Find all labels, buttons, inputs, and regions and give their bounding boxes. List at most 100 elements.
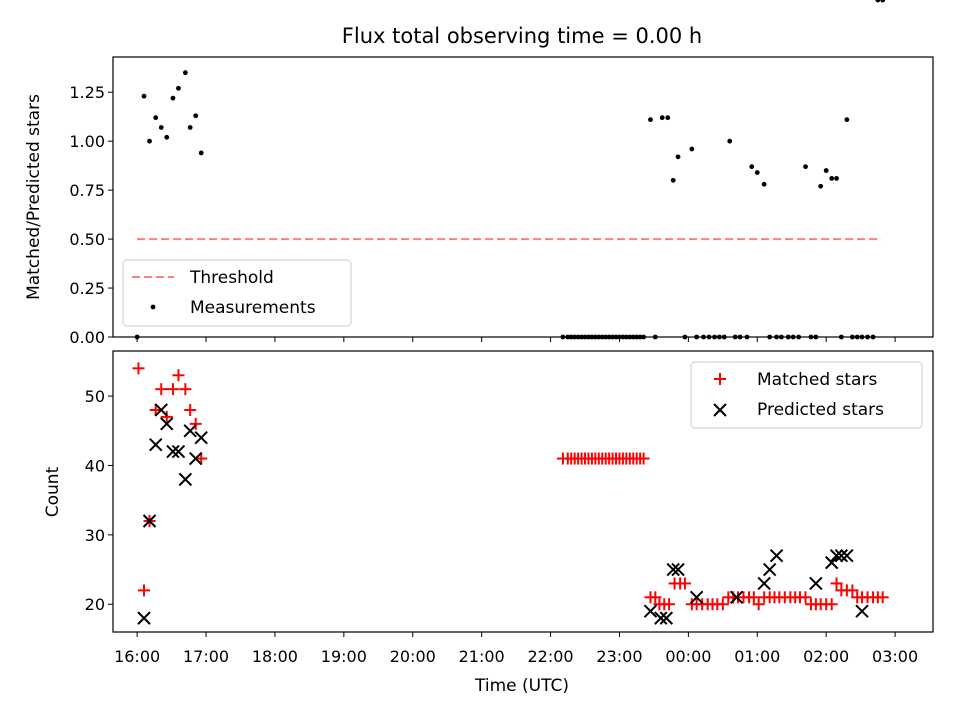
matched-star-point (160, 410, 173, 423)
matched-star-point (195, 452, 208, 465)
predicted-x-b (659, 611, 674, 625)
matched-star-point (747, 591, 760, 604)
bottom-panel: 20 30 40 50 16:00 17:00 18:00 19:00 20:00 21:00 2… (43, 350, 934, 696)
measurement-point (198, 150, 204, 156)
legend-measurements-swatch (150, 304, 156, 310)
measurement-point (665, 115, 671, 121)
bottom-x-tick-label: 16:00 (114, 647, 160, 666)
matched-star-point (189, 417, 202, 430)
predicted-star-point (762, 562, 777, 577)
predicted-star-point (769, 548, 784, 563)
predicted-star-point (178, 472, 193, 487)
measurement-point (875, 0, 881, 3)
predicted-x-b (178, 472, 193, 487)
measurement-point (153, 115, 159, 121)
matched-star-point (155, 383, 168, 396)
matched-star-point (663, 598, 676, 611)
predicted-star-point (829, 548, 844, 563)
predicted-star-point (666, 562, 680, 577)
measurement-point (803, 164, 808, 170)
measurement-point (754, 170, 760, 175)
predicted-star-point (154, 403, 168, 417)
measurement-point (829, 175, 835, 181)
bottom-y-axis-label: Count (43, 466, 63, 517)
predicted-star-point (757, 576, 771, 591)
predicted-star-point (160, 417, 174, 431)
predicted-x-b (757, 576, 771, 591)
predicted-star-point (671, 562, 685, 577)
measurement-point (823, 168, 829, 173)
predicted-x-b (149, 437, 163, 452)
predicted-star-point (188, 451, 203, 466)
matched-star-point (184, 403, 197, 416)
predicted-star-point (137, 611, 151, 625)
measurement-point (147, 138, 152, 144)
top-y-tick-label: 0.00 (69, 328, 105, 347)
matched-star-point (637, 452, 650, 465)
top-legend-box (122, 259, 352, 327)
predicted-x-b (824, 555, 839, 570)
legend-matched-label: Matched stars (757, 370, 877, 390)
top-y-tick-label: 0.50 (69, 230, 105, 249)
predicted-x-b (666, 562, 680, 577)
bottom-x-tick-label: 18:00 (252, 647, 298, 666)
measurement-point (670, 177, 676, 183)
bottom-x-tick-label: 02:00 (803, 647, 849, 666)
predicted-x-b (654, 611, 668, 625)
matched-star-point (846, 584, 859, 597)
measurement-point (141, 93, 147, 99)
predicted-star-point (689, 590, 704, 605)
measurement-point (749, 164, 755, 170)
top-y-tick-label: 1.00 (69, 132, 105, 151)
bottom-legend: Matched stars Predicted stars (690, 361, 923, 429)
predicted-x-b (762, 562, 777, 577)
matched-star-point (166, 383, 179, 396)
predicted-x-b (855, 604, 869, 618)
bottom-x-tick-label: 17:00 (183, 647, 229, 666)
bottom-y-tick-label: 50 (85, 387, 105, 406)
predicted-x-b (194, 431, 208, 445)
predicted-star-point (824, 555, 839, 570)
bottom-x-tick-label: 21:00 (459, 647, 505, 666)
predicted-x-b (171, 444, 186, 459)
bottom-x-axis: 16:00 17:00 18:00 19:00 20:00 21:00 22:00 23:00… (114, 632, 918, 666)
matched-star-point (132, 362, 145, 375)
top-x-ticks (136, 337, 896, 342)
measurement-point (648, 117, 653, 123)
bottom-x-tick-label: 19:00 (321, 647, 367, 666)
bottom-legend-box (690, 361, 923, 429)
bottom-y-tick-label: 40 (85, 456, 105, 475)
predicted-star-point (834, 548, 849, 563)
bottom-x-tick-label: 00:00 (665, 647, 711, 666)
predicted-x-b (769, 548, 784, 563)
measurement-point (158, 125, 164, 130)
matched-star-point (172, 369, 185, 382)
measurement-point (193, 113, 199, 119)
measurement-point (834, 175, 839, 181)
predicted-x-b (160, 417, 174, 431)
bottom-y-axis: 20 30 40 50 (85, 387, 113, 614)
top-legend: Threshold Measurements (122, 259, 352, 327)
predicted-star-point (166, 444, 180, 459)
matched-star-point (752, 598, 765, 611)
measurement-point (176, 85, 181, 91)
predicted-star-point (194, 431, 208, 445)
matched-star-point (830, 577, 843, 590)
predicted-x-b (840, 548, 854, 563)
measurement-point (182, 70, 188, 76)
measurement-point (659, 115, 665, 121)
predicted-x-b (809, 576, 823, 591)
measurement-point (164, 134, 170, 140)
predicted-x-b (834, 548, 849, 563)
top-y-tick-label: 0.25 (69, 279, 105, 298)
matched-star-point (179, 383, 192, 396)
predicted-star-point (643, 604, 658, 618)
predicted-star-point (171, 444, 186, 459)
top-axes-frame (112, 56, 934, 338)
predicted-star-point (149, 437, 163, 452)
predicted-x-b (166, 444, 180, 459)
matched-star-point (716, 598, 729, 611)
predicted-x-b (188, 451, 203, 466)
bottom-x-tick-label: 01:00 (734, 647, 780, 666)
matched-star-point (825, 598, 838, 611)
